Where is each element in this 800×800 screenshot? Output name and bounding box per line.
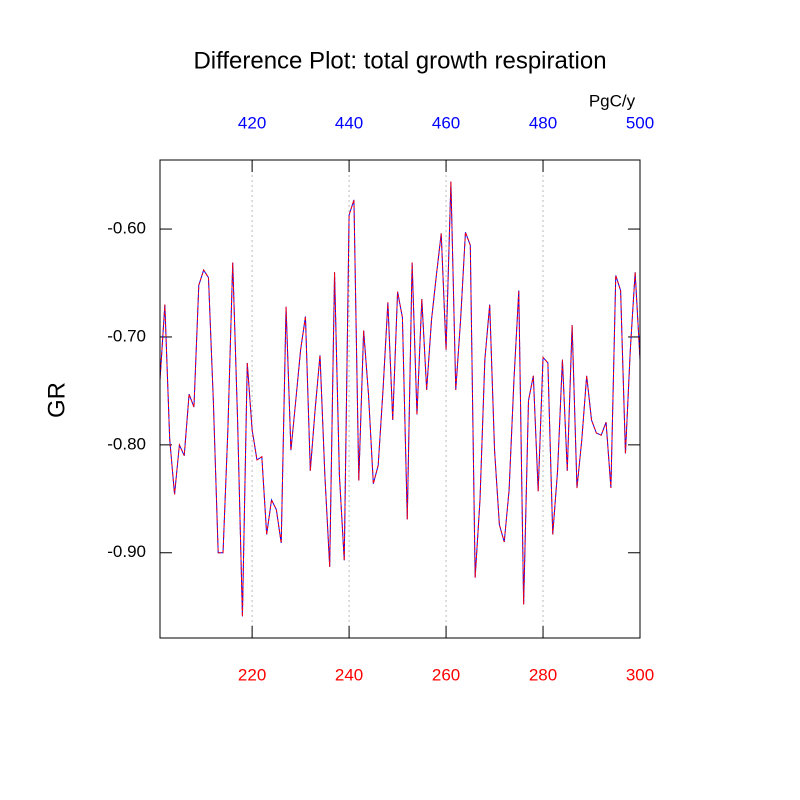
data-line <box>159 181 641 617</box>
x2-tick-label: 480 <box>529 113 557 132</box>
chart-title: Difference Plot: total growth respiratio… <box>193 47 606 74</box>
x-tick-label: 260 <box>432 665 460 684</box>
x2-tick-label: 460 <box>432 113 460 132</box>
x-tick-label: 280 <box>529 665 557 684</box>
y-tick-label: -0.90 <box>107 542 146 561</box>
x2-tick-label: 500 <box>626 113 654 132</box>
x-tick-label: 300 <box>626 665 654 684</box>
data-line <box>159 181 641 617</box>
x-tick-label: 220 <box>238 665 266 684</box>
y-tick-label: -0.80 <box>107 434 146 453</box>
x2-tick-label: 420 <box>238 113 266 132</box>
y-axis-title: GR <box>43 382 70 418</box>
y-tick-label: -0.70 <box>107 326 146 345</box>
plot-frame <box>159 159 641 639</box>
units-label: PgC/y <box>589 91 636 110</box>
x-tick-label: 240 <box>335 665 363 684</box>
x2-tick-label: 440 <box>335 113 363 132</box>
y-tick-label: -0.60 <box>107 219 146 238</box>
